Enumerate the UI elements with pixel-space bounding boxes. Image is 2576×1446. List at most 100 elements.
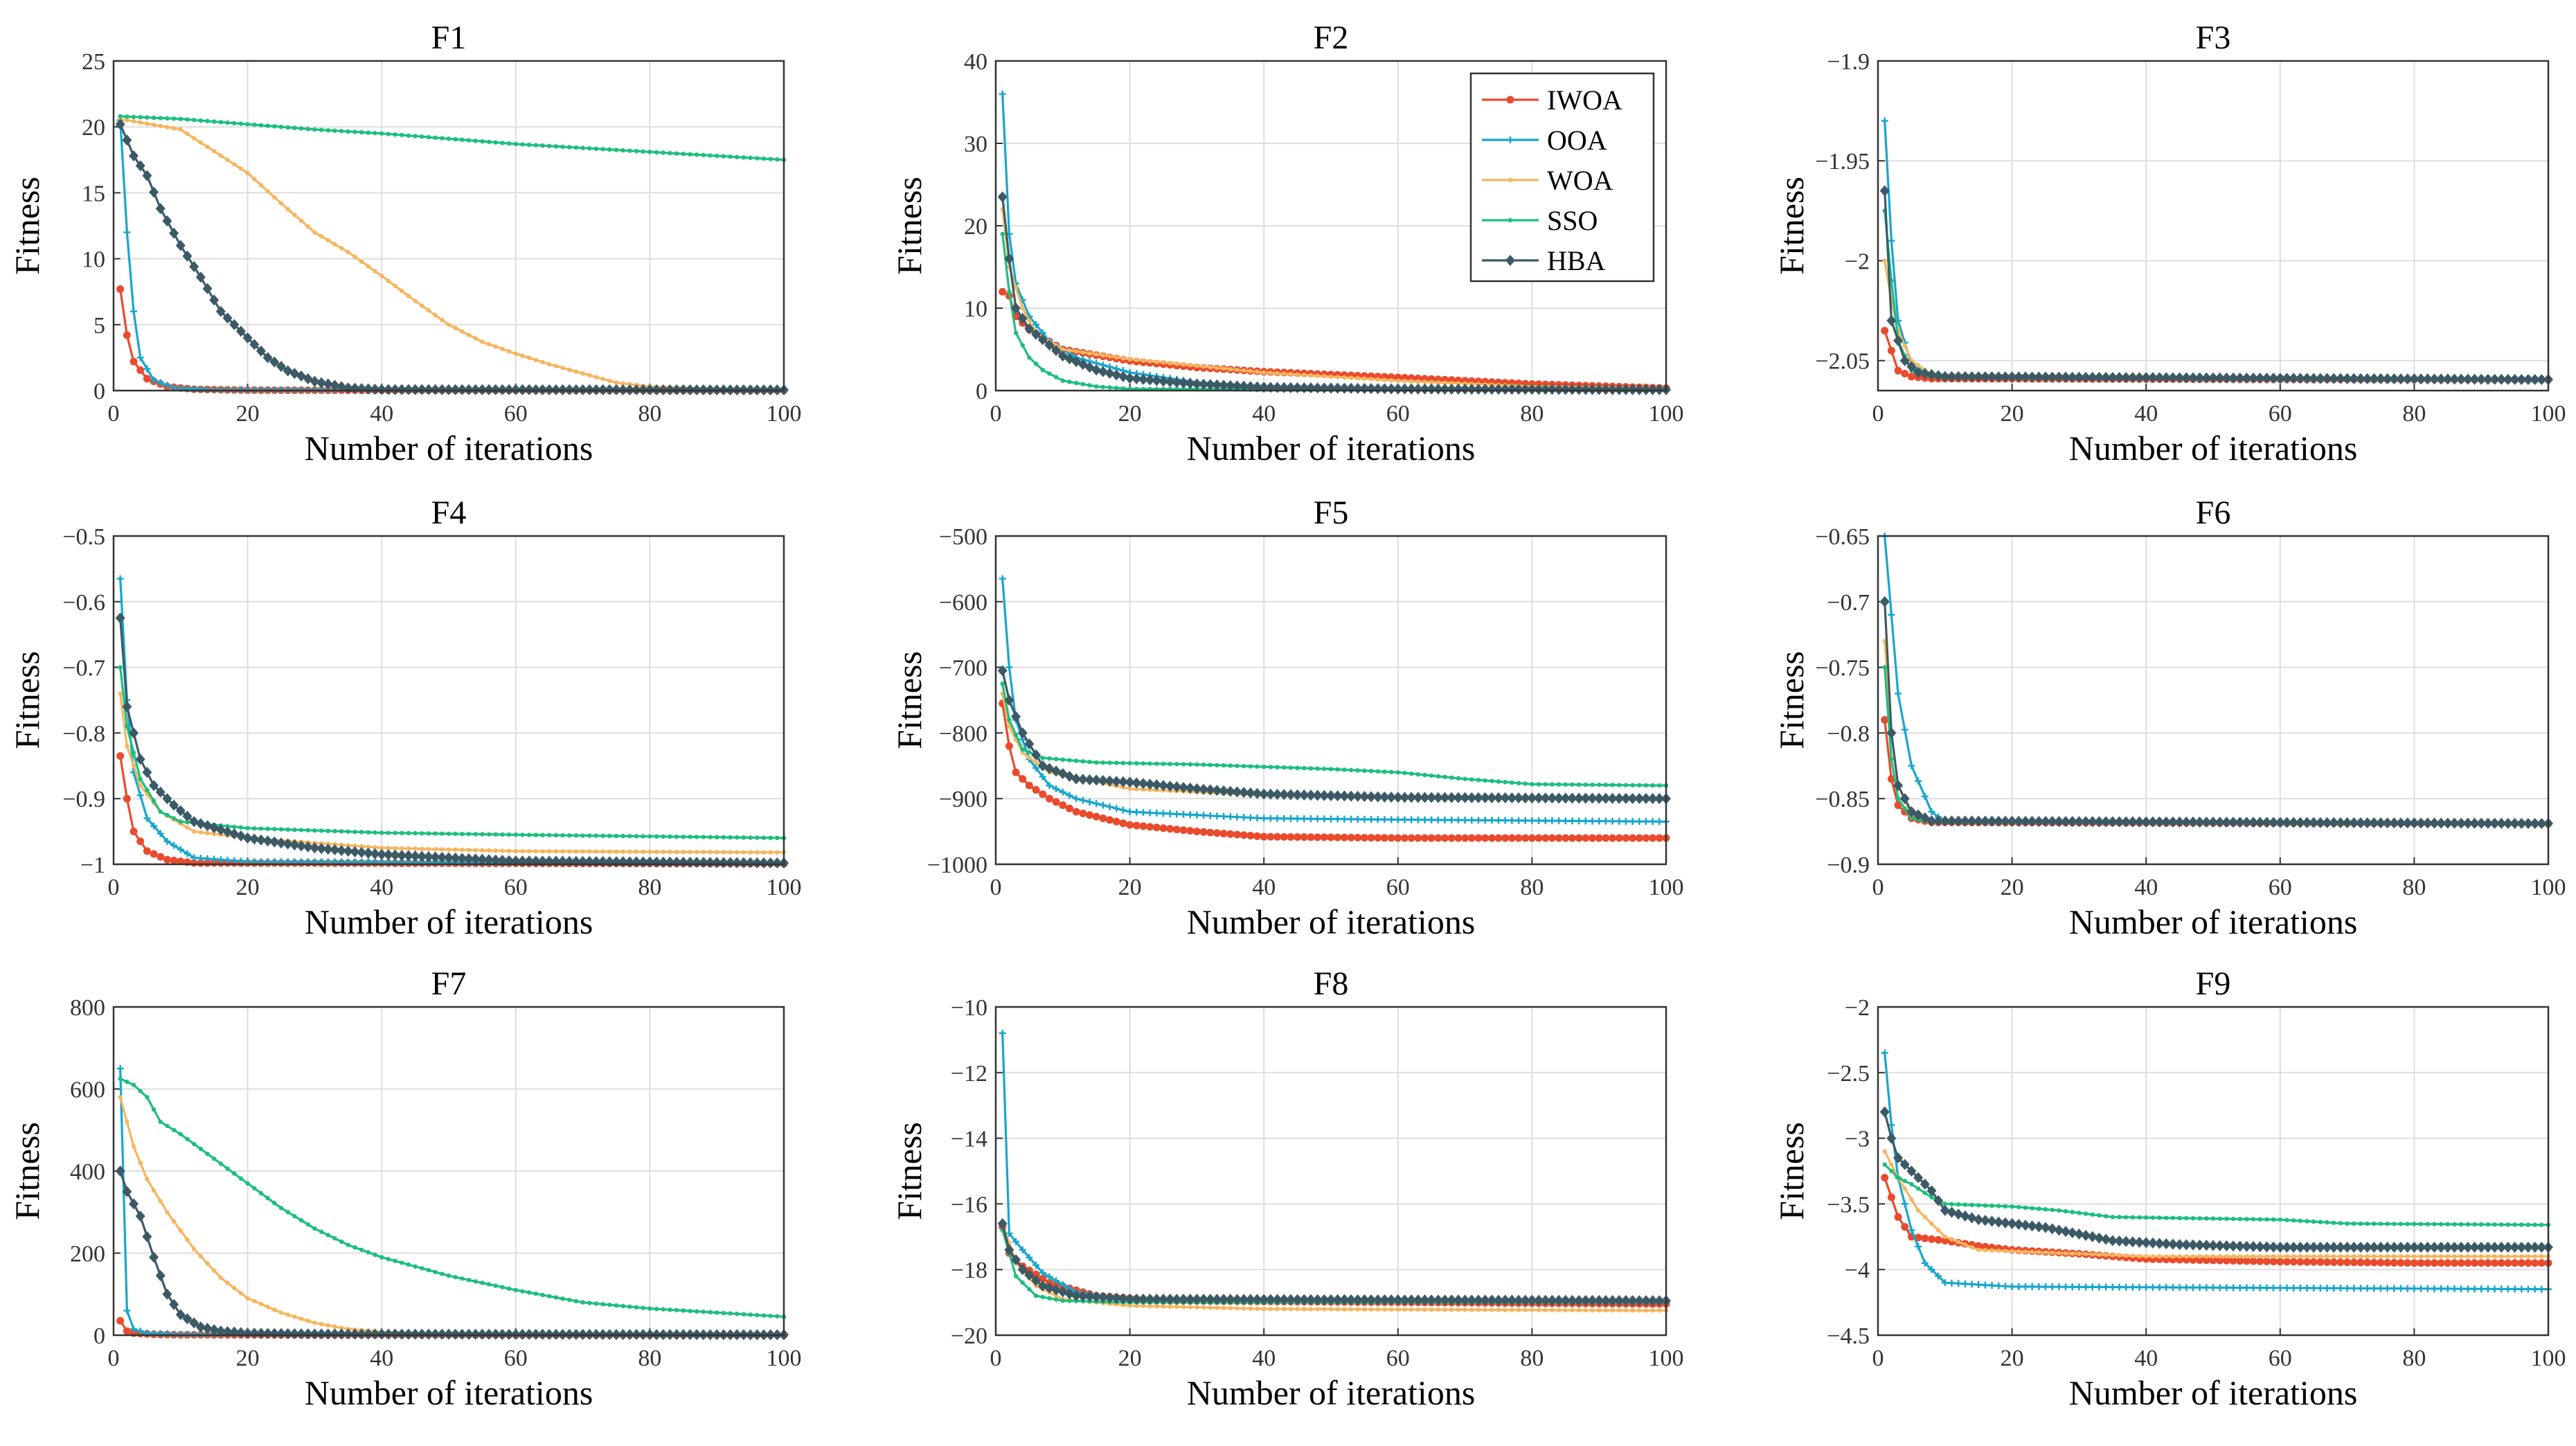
data-point-sso [748,835,753,840]
data-point-ooa [2424,1285,2431,1292]
data-point-ooa [163,382,171,389]
data-point-sso [298,828,304,832]
data-point-sso [332,128,337,133]
data-point-sso [171,1127,177,1132]
data-point-hba [1974,1214,1984,1226]
data-point-ooa [1616,817,1623,825]
data-point-woa [654,849,659,855]
data-point-woa [587,849,592,854]
data-point-woa [2190,1254,2196,1259]
data-point-iwoa [1881,326,1889,334]
data-point-iwoa [1019,775,1027,783]
data-point-ooa [1908,762,1915,769]
data-point-hba [2322,373,2332,384]
data-point-woa [238,166,244,171]
data-point-sso [1100,760,1106,765]
data-point-woa [1221,366,1226,371]
data-point-hba [142,170,152,181]
data-point-hba [1453,792,1463,803]
data-point-woa [1556,1307,1562,1313]
data-point-hba [772,857,782,869]
data-point-woa [480,848,485,853]
data-point-woa [1368,1307,1374,1312]
data-point-hba [1614,1295,1625,1307]
data-point-hba [2342,1241,2352,1253]
data-point-sso [272,124,277,129]
data-point-sso [721,834,726,840]
data-point-hba [1145,374,1155,386]
data-point-hba [1460,383,1470,395]
data-point-sso [2016,1204,2021,1210]
data-point-ooa [1941,1279,1949,1287]
data-point-iwoa [2524,1259,2532,1267]
data-point-woa [1154,359,1159,364]
data-point-sso [1510,780,1514,785]
data-point-hba [2322,1241,2332,1253]
data-point-woa [500,346,505,352]
data-point-sso [1040,1294,1045,1300]
data-point-woa [1315,1307,1320,1312]
data-point-hba [249,833,260,845]
data-point-woa [1650,1308,1655,1313]
data-point-sso [580,145,585,150]
data-point-sso [2184,1215,2189,1221]
data-point-sso [593,1301,599,1306]
x-tick-label: 80 [1520,401,1544,427]
data-point-sso [647,1306,652,1311]
data-point-sso [1094,760,1099,765]
data-point-hba [235,830,246,842]
chart-title: F8 [1314,965,1349,1002]
data-point-sso [1583,782,1589,787]
data-point-iwoa [2537,1259,2546,1267]
data-point-hba [2242,372,2252,384]
data-point-hba [1886,315,1897,327]
data-point-sso [2264,1217,2269,1222]
data-point-sso [2465,1222,2471,1227]
data-point-hba [1199,1294,1209,1305]
data-point-woa [1637,1308,1642,1313]
data-point-woa [1147,359,1152,364]
data-point-hba [1500,1294,1510,1306]
series-hba [1879,1106,2553,1253]
data-point-hba [2335,1241,2345,1253]
y-tick-label: −18 [951,1258,987,1283]
data-point-hba [1192,783,1202,794]
data-point-ooa [197,386,204,393]
data-point-woa [1463,381,1467,386]
data-point-woa [1282,1306,1287,1312]
data-point-woa [1375,377,1380,382]
data-point-sso [2050,1207,2055,1213]
data-point-hba [444,1328,454,1340]
data-point-sso [620,1303,625,1309]
data-point-sso [1590,782,1595,787]
data-point-hba [1152,779,1162,791]
data-point-sso [1942,1202,1947,1206]
data-point-sso [533,832,539,837]
data-point-ooa [1995,1282,2003,1289]
y-axis-label: Fitness [1772,1122,1811,1220]
data-point-woa [258,183,264,188]
data-point-sso [1027,355,1032,360]
data-point-ooa [1273,814,1281,822]
data-point-hba [423,851,433,863]
data-point-ooa [1928,808,1935,816]
data-point-sso [1550,782,1555,787]
data-point-hba [1554,1294,1564,1306]
data-point-hba [2061,1226,2071,1238]
data-point-woa [278,201,284,206]
data-point-hba [1480,1294,1490,1306]
data-point-hba [135,1211,145,1222]
data-point-woa [2425,1254,2430,1259]
data-point-hba [1077,774,1088,785]
data-point-sso [741,155,746,160]
data-point-hba [2389,817,2399,829]
y-tick-label: −2 [1845,995,1870,1021]
data-point-hba [229,319,240,330]
data-point-hba [1627,792,1638,804]
data-point-sso [2070,1210,2075,1215]
data-point-woa [2325,1254,2329,1259]
data-point-hba [437,384,447,395]
data-point-woa [1080,350,1086,355]
data-point-woa [252,177,257,181]
data-point-iwoa [1347,833,1355,841]
